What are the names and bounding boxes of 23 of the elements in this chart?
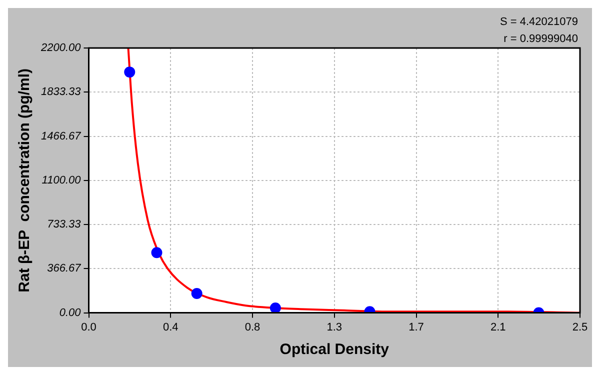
y-tick-label: 1100.00 <box>42 174 82 186</box>
x-axis-title: Optical Density <box>280 341 390 358</box>
point <box>191 288 202 300</box>
y-tick-label: 733.33 <box>47 218 82 231</box>
y-tick-label: 2200.00 <box>40 42 82 54</box>
y-tick-label: 1833.33 <box>40 86 82 98</box>
y-tick-label: 0.00 <box>59 306 82 319</box>
x-tick-label: 1.7 <box>408 321 424 334</box>
point <box>124 66 136 78</box>
x-tick-label: 0.8 <box>244 321 260 334</box>
text: r = 0.99999040 <box>504 33 578 46</box>
y-axis-title: Rat β-EP concentration (pg/ml) <box>16 68 34 292</box>
x-tick-label: 0.4 <box>162 321 178 334</box>
x-tick-label: 1.3 <box>326 321 342 334</box>
text: S = 4.42021079 <box>500 16 578 28</box>
point <box>151 247 162 258</box>
y-tick-label: 366.67 <box>47 262 82 275</box>
point <box>270 302 281 313</box>
x-tick-label: 2.1 <box>490 321 506 334</box>
x-tick-label: 2.5 <box>572 321 588 334</box>
y-tick-label: 1466.67 <box>40 130 82 142</box>
line-series <box>127 48 580 313</box>
x-tick-label: 0.0 <box>81 321 96 334</box>
